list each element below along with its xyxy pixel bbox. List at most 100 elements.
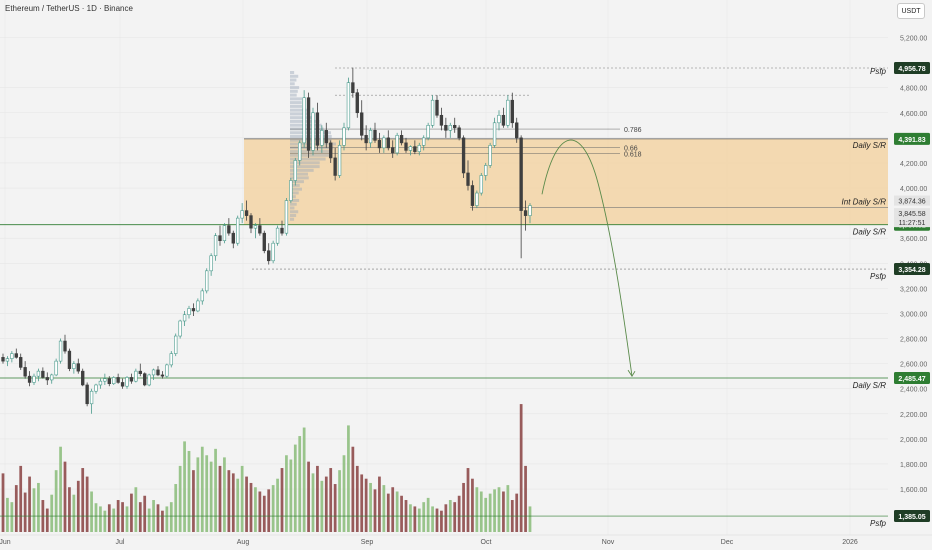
candle-up: [289, 180, 293, 201]
candle-down: [262, 232, 266, 252]
live-price-label: 3,874.36: [898, 199, 925, 206]
volume-bar: [254, 487, 257, 532]
profile-bar: [290, 217, 295, 221]
y-tick-label: 2,200.00: [900, 412, 927, 419]
profile-bar: [290, 206, 295, 210]
volume-bar: [107, 504, 111, 532]
volume-bar: [130, 493, 133, 532]
live-price-tag: [894, 195, 930, 206]
volume-bar: [506, 485, 510, 532]
volume-bar: [37, 482, 40, 532]
volume-bar: [280, 468, 284, 532]
candle-down: [364, 135, 368, 144]
candle-down: [510, 99, 514, 124]
profile-bar: [290, 183, 300, 187]
candle-down: [515, 122, 519, 139]
y-tick-label: 5,200.00: [900, 35, 927, 42]
candle-up: [200, 290, 204, 302]
volume-bar: [351, 446, 355, 532]
annotation-label: Daily S/R: [853, 141, 887, 150]
sr-zone: [244, 138, 888, 225]
volume-bar: [338, 470, 341, 532]
volume-bar: [28, 476, 31, 532]
candle-up: [94, 384, 98, 392]
candle-up: [293, 160, 297, 181]
volume-bar: [227, 470, 231, 532]
candle-up: [72, 363, 76, 369]
candle-down: [81, 370, 85, 386]
candle-up: [134, 370, 138, 382]
volume-bar: [479, 491, 483, 532]
candle-up: [32, 375, 36, 383]
y-tick-label: 1,800.00: [900, 462, 927, 469]
volume-bar: [435, 508, 439, 532]
profile-bar: [290, 165, 320, 169]
fib-label: 0.618: [624, 152, 642, 159]
candle-down: [19, 357, 23, 368]
profile-bar: [290, 112, 310, 116]
candle-up: [368, 130, 373, 144]
candle-down: [23, 367, 27, 377]
y-tick-label: 2,400.00: [900, 387, 927, 394]
candle-up: [112, 377, 116, 385]
candle-up: [448, 124, 452, 131]
candle-up: [240, 210, 244, 219]
candle-up: [395, 135, 399, 154]
candle-down: [306, 97, 311, 151]
price-tag: [894, 62, 930, 74]
candle-up: [213, 235, 218, 257]
volume-bars: [1, 404, 532, 532]
volume-bar: [320, 480, 324, 532]
level-lines: 0.786 0.660.618: [0, 67, 888, 517]
profile-bar: [290, 210, 299, 214]
price-tag: [894, 263, 930, 276]
volume-bar: [386, 493, 390, 532]
volume-bar: [231, 473, 235, 532]
currency-button[interactable]: USDT: [897, 3, 925, 19]
candle-up: [5, 358, 10, 362]
volume-bar: [426, 497, 430, 532]
volume-bar: [333, 484, 337, 532]
volume-bar: [355, 465, 359, 532]
volume-bar: [475, 487, 479, 532]
candle-down: [324, 130, 328, 144]
profile-bar: [290, 172, 308, 176]
volume-bar: [324, 476, 328, 532]
x-tick-label: Sep: [361, 539, 374, 546]
y-tick-label: 2,600.00: [900, 362, 927, 369]
volume-bar: [1, 473, 5, 532]
profile-bar: [290, 131, 332, 135]
candle-up: [174, 335, 178, 354]
candle-down: [280, 227, 284, 234]
candle-down: [67, 350, 72, 369]
volume-bar: [178, 465, 182, 532]
candle-up: [165, 364, 169, 377]
time-axis[interactable]: Jun Jul Aug Sep Oct Nov Dec 2026: [0, 534, 932, 546]
price-axis[interactable]: 5,200.004,800.004,600.004,400.004,200.00…: [894, 35, 930, 523]
profile-bar: [290, 108, 309, 112]
candle-down: [329, 142, 333, 159]
volume-bar: [90, 491, 93, 532]
annotation-label: Psfp: [870, 272, 887, 281]
volume-bar: [271, 485, 275, 532]
candle-up: [50, 374, 54, 381]
volume-bar: [121, 502, 124, 532]
candle-up: [302, 97, 306, 144]
candle-down: [355, 92, 359, 114]
profile-bar: [290, 157, 326, 161]
candle-up: [426, 124, 430, 139]
x-tick-label: Dec: [721, 539, 734, 546]
y-tick-label: 4,800.00: [900, 86, 927, 93]
volume-bar: [502, 491, 505, 532]
volume-bar: [453, 502, 457, 532]
candle-down: [116, 377, 120, 383]
volume-bar: [187, 450, 191, 532]
volume-bar: [72, 494, 76, 532]
volume-bar: [444, 504, 448, 532]
price-tag-label: 1,385.05: [898, 514, 925, 521]
x-tick-label: 2026: [842, 539, 858, 546]
profile-bar: [290, 180, 304, 184]
candle-up: [147, 374, 151, 386]
x-tick-label: Oct: [481, 539, 492, 546]
